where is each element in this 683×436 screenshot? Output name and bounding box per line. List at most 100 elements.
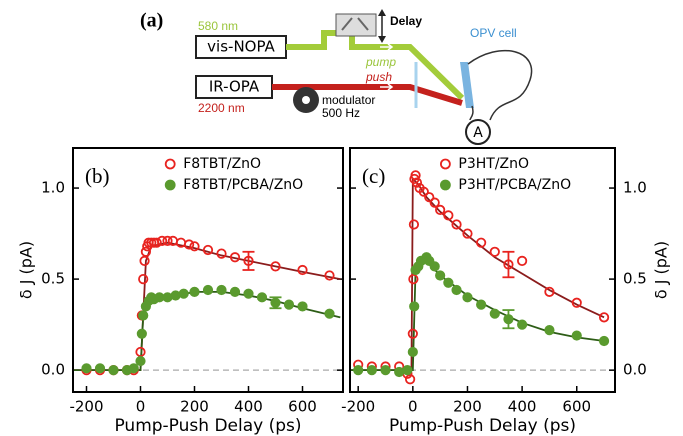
data-point — [138, 274, 149, 285]
beam-label: pump — [365, 55, 396, 69]
plot-frame — [72, 147, 344, 393]
data-point — [407, 346, 418, 358]
x-axis-title: Pump-Push Delay (ps) — [114, 416, 301, 436]
data-point — [202, 284, 214, 296]
data-point — [324, 308, 335, 319]
y-tick-label: 0.5 — [41, 270, 65, 288]
data-point — [402, 365, 413, 376]
data-point — [189, 241, 200, 252]
data-point — [462, 228, 473, 239]
data-point — [598, 335, 610, 347]
x-axis-title: Pump-Push Delay (ps) — [389, 416, 576, 436]
x-tick-label: 0 — [136, 398, 146, 416]
data-point — [394, 366, 405, 378]
legend-label: F8TBT/ZnO — [183, 156, 261, 172]
setup-diagram: (a) 580 nm vis-NOPA Delay pump IR-OPA 22… — [140, 9, 533, 145]
x-tick-label: 400 — [234, 398, 263, 416]
data-point — [410, 170, 421, 181]
data-point — [256, 292, 268, 303]
beam-label: push — [365, 70, 392, 84]
legend-marker — [439, 179, 451, 191]
data-point — [409, 301, 420, 312]
data-point — [94, 363, 106, 374]
ammeter — [465, 119, 491, 145]
data-point — [489, 246, 500, 257]
legend-marker — [164, 158, 176, 170]
data-point — [324, 270, 335, 281]
data-point — [380, 365, 391, 376]
y-tick-label: 1.0 — [623, 179, 647, 197]
data-point — [366, 365, 377, 376]
data-point — [476, 237, 487, 248]
x-tick-label: -200 — [69, 398, 103, 416]
ammeter-label: A — [473, 125, 483, 141]
delay-label: Delay — [390, 14, 422, 28]
data-point — [517, 255, 528, 266]
wavelength: 580 nm — [198, 19, 238, 33]
legend-label: P3HT/PCBA/ZnO — [458, 177, 571, 193]
y-tick-label: 0.0 — [41, 361, 65, 379]
data-point — [408, 219, 420, 230]
arrow-head — [378, 36, 386, 43]
modulator-label: modulator — [322, 93, 375, 107]
data-point — [598, 312, 610, 323]
legend-label: F8TBT/PCBA/ZnO — [183, 177, 303, 193]
mirror — [357, 17, 369, 31]
legend-marker — [439, 158, 451, 170]
plot-area — [350, 170, 610, 385]
y-tick-label: 0.5 — [623, 270, 647, 288]
data-point — [451, 219, 462, 230]
y-axis-title: δ J (pA) — [17, 241, 36, 299]
data-point — [108, 365, 119, 376]
plot-frame — [349, 147, 616, 393]
laser-name: vis-NOPA — [207, 38, 275, 56]
data-point — [411, 177, 423, 188]
fit-line — [350, 176, 605, 372]
x-tick-label: 200 — [180, 398, 209, 416]
x-tick-label: 0 — [408, 398, 418, 416]
data-point — [462, 292, 473, 303]
data-point — [443, 210, 454, 221]
y-tick-label: 1.0 — [41, 179, 65, 197]
data-point — [283, 299, 295, 310]
data-point — [429, 197, 440, 208]
beam-arrows — [380, 43, 394, 91]
data-point — [408, 274, 419, 285]
plot-panel: -200 0 200 400 600 0.0 0.5 1.0 P3HT/ZnO P3HT/PCBA… — [341, 147, 671, 436]
delay-stage — [335, 13, 377, 37]
data-point — [135, 355, 146, 367]
data-point — [544, 324, 555, 336]
error-point — [270, 297, 281, 308]
data-point — [184, 239, 195, 250]
wavelength: 2200 nm — [198, 101, 245, 115]
plot-panel: -200 0 200 400 600 0.0 0.5 1.0 F8TBT/ZnO F8TBT/PC… — [17, 147, 344, 436]
x-tick-label: 200 — [453, 398, 482, 416]
data-point — [162, 235, 173, 246]
data-point — [128, 363, 139, 374]
frequency-label: 500 Hz — [322, 106, 360, 120]
push-beam — [272, 84, 463, 106]
data-point — [151, 237, 162, 248]
arrow-head — [378, 9, 386, 16]
error-point — [503, 259, 514, 270]
data-point — [243, 288, 254, 299]
data-point — [435, 204, 446, 216]
data-point — [139, 255, 150, 266]
error-point — [503, 314, 514, 325]
data-point — [407, 328, 418, 339]
data-point — [429, 261, 440, 272]
fit-line — [350, 259, 605, 372]
data-point — [353, 365, 364, 376]
data-point — [138, 310, 149, 321]
data-point — [157, 235, 168, 246]
y-axis-title: δ J (pA) — [652, 241, 671, 299]
laser-name: IR-OPA — [209, 78, 260, 96]
data-point — [405, 374, 416, 385]
cell-label: OPV cell — [470, 26, 517, 40]
data-point — [571, 297, 582, 308]
data-point — [424, 192, 435, 203]
data-point — [136, 328, 147, 339]
data-point — [297, 301, 308, 312]
data-point — [544, 286, 555, 297]
